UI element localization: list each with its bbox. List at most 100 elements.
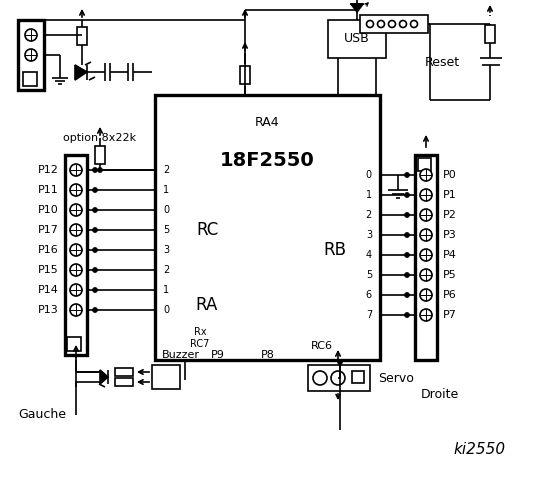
Bar [65,155,87,355]
Circle shape [420,249,432,261]
Text: P15: P15 [38,265,59,275]
Text: Reset: Reset [425,56,460,69]
Text: 4: 4 [366,250,372,260]
Circle shape [313,371,327,385]
Circle shape [92,168,97,172]
Text: P7: P7 [443,310,457,320]
Bar [95,146,105,164]
Bar [308,365,370,391]
Text: 7: 7 [366,310,372,320]
Bar [360,15,428,33]
Circle shape [420,309,432,321]
Text: 3: 3 [366,230,372,240]
Polygon shape [75,65,87,80]
Circle shape [25,29,37,41]
Circle shape [92,228,97,232]
Bar [152,365,180,389]
Circle shape [92,308,97,312]
Text: P2: P2 [443,210,457,220]
Circle shape [399,21,406,27]
Circle shape [404,172,410,178]
Text: 3: 3 [163,245,169,255]
Text: P1: P1 [443,190,457,200]
Bar [418,158,431,171]
Text: 0: 0 [163,205,169,215]
Bar [115,378,133,386]
Text: 1: 1 [163,185,169,195]
Circle shape [420,209,432,221]
Text: RA: RA [196,296,218,314]
Text: 1: 1 [366,190,372,200]
Text: P5: P5 [443,270,457,280]
Circle shape [404,292,410,298]
Text: P17: P17 [38,225,59,235]
Circle shape [404,232,410,238]
Circle shape [420,289,432,301]
Text: RB: RB [324,241,347,259]
Bar [415,155,437,360]
Circle shape [337,360,342,364]
Bar [352,371,364,383]
Text: P6: P6 [443,290,457,300]
Text: P3: P3 [443,230,457,240]
Text: 1: 1 [163,285,169,295]
Text: Buzzer: Buzzer [162,350,200,360]
Polygon shape [100,370,108,384]
Circle shape [378,21,384,27]
Circle shape [420,169,432,181]
Text: 0: 0 [366,170,372,180]
Circle shape [97,168,102,172]
Circle shape [404,312,410,317]
Circle shape [404,252,410,257]
Text: Servo: Servo [378,372,414,384]
Text: P11: P11 [38,185,59,195]
Circle shape [70,244,82,256]
Text: RA4: RA4 [255,117,280,130]
Circle shape [367,21,373,27]
Text: 18F2550: 18F2550 [220,151,315,169]
Text: Droite: Droite [421,388,459,401]
Text: Rx
RC7: Rx RC7 [190,327,210,349]
Circle shape [404,192,410,197]
Circle shape [389,21,395,27]
Bar [67,337,81,351]
Text: RC6: RC6 [311,341,333,351]
Circle shape [92,267,97,273]
Circle shape [420,269,432,281]
Text: P4: P4 [443,250,457,260]
Circle shape [92,188,97,192]
Circle shape [70,264,82,276]
Text: P16: P16 [38,245,59,255]
Circle shape [92,248,97,252]
Circle shape [25,49,37,61]
Text: P13: P13 [38,305,59,315]
Bar [18,20,44,90]
Polygon shape [351,4,363,12]
Bar [485,25,495,43]
Text: 6: 6 [366,290,372,300]
Text: Gauche: Gauche [18,408,66,421]
Text: 2: 2 [366,210,372,220]
Circle shape [70,304,82,316]
Text: ki2550: ki2550 [454,443,506,457]
Circle shape [70,204,82,216]
Text: 0: 0 [163,305,169,315]
Circle shape [70,184,82,196]
Text: 5: 5 [163,225,169,235]
Bar [155,95,380,360]
Circle shape [70,284,82,296]
Text: USB: USB [344,33,370,46]
Text: RC: RC [196,221,218,239]
Bar [115,368,133,376]
Circle shape [410,21,418,27]
Text: option 8x22k: option 8x22k [64,133,137,143]
Text: P12: P12 [38,165,59,175]
Circle shape [70,164,82,176]
Text: P0: P0 [443,170,457,180]
Text: P14: P14 [38,285,59,295]
Circle shape [331,371,345,385]
Text: P8: P8 [261,350,275,360]
Text: 2: 2 [163,265,169,275]
Text: P9: P9 [211,350,225,360]
Circle shape [420,229,432,241]
